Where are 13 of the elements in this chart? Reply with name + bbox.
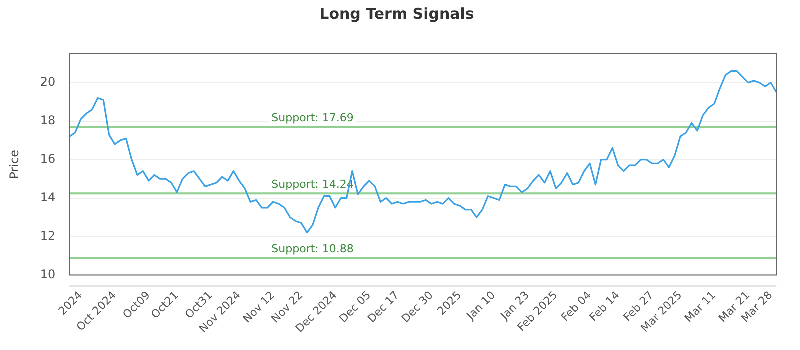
y-tick-label: 20 [40,74,56,89]
y-tick-label: 10 [40,267,56,282]
x-tick-label: Mar 11 [682,288,719,326]
y-tick-label: 16 [40,152,56,166]
y-tick-label: 18 [40,113,56,128]
y-tick-label: 12 [40,228,56,243]
y-axis-title: Price [7,150,22,180]
ref-line-label: Support: 17.69 [272,112,354,125]
y-tick-label: 14 [40,190,56,204]
ref-line-label: Support: 10.88 [272,242,354,256]
chart-title: Long Term Signals [320,4,474,23]
x-tick-label: Dec 30 [399,288,436,326]
x-tick-label: Jan 10 [464,288,498,324]
